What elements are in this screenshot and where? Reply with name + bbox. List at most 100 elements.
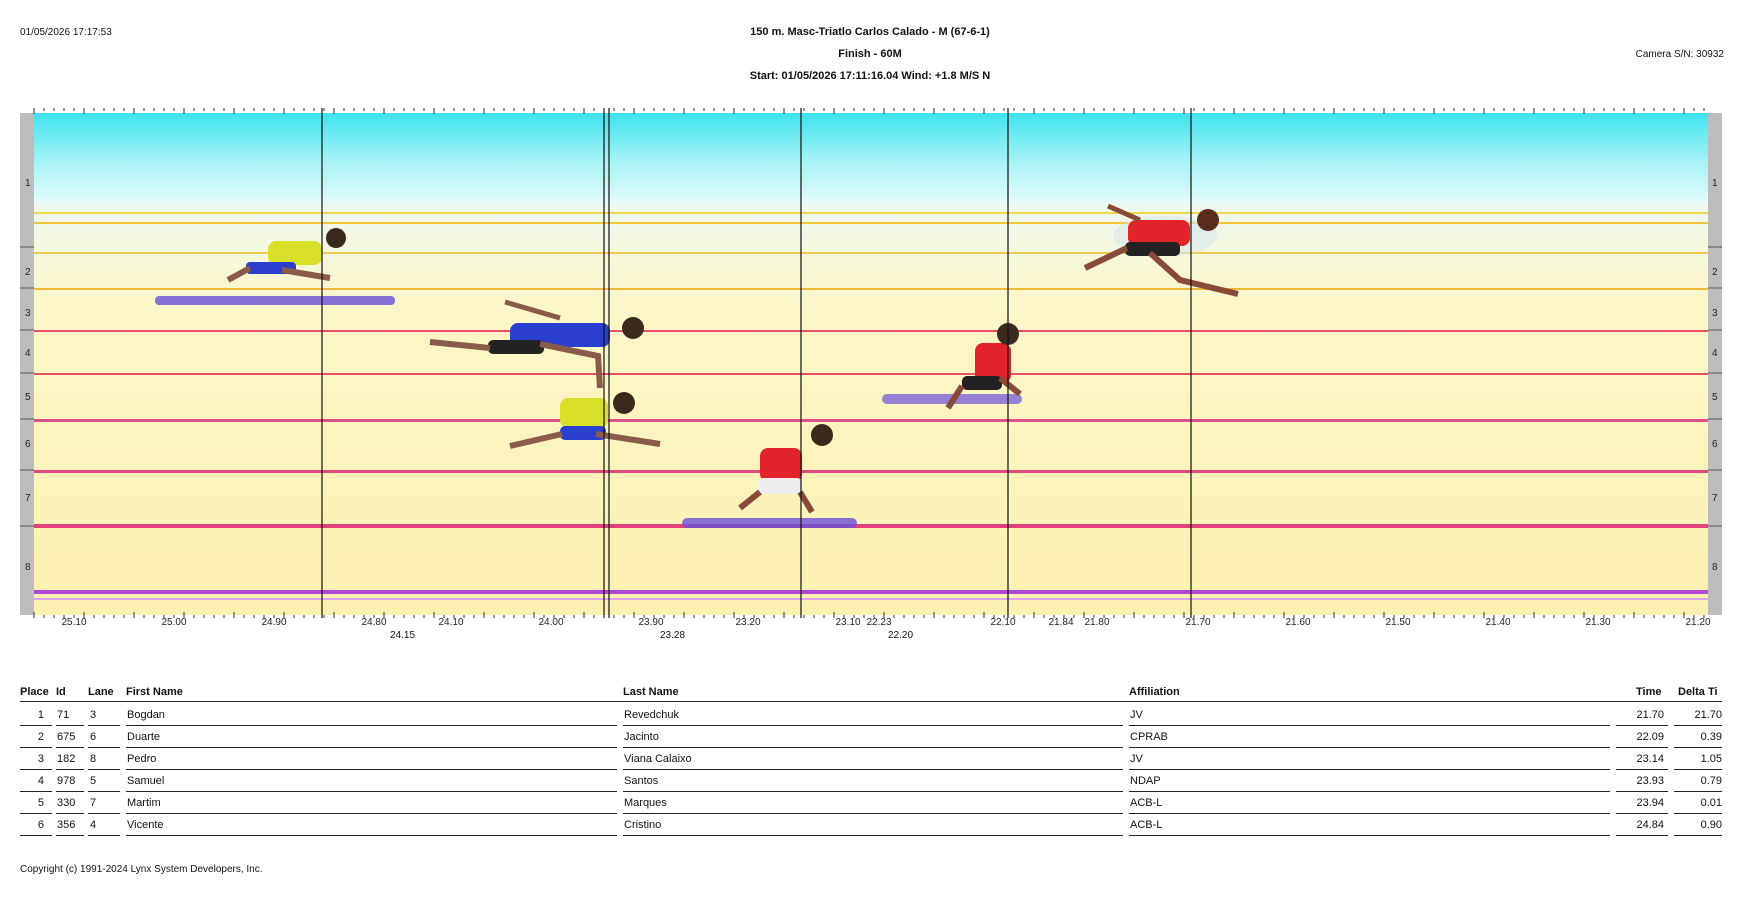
lane-number-left: 1 xyxy=(25,178,31,189)
lane-number-left: 3 xyxy=(25,308,31,319)
time-tick-label: 24.80 xyxy=(361,617,386,628)
runner-lane-4 xyxy=(429,299,644,389)
row-underline xyxy=(88,813,120,814)
row-underline xyxy=(623,725,1123,726)
table-row: 5 330 7 Martim Marques ACB-L 23.94 0.01 xyxy=(0,794,1740,816)
col-header-delta: Delta Ti xyxy=(1678,686,1718,698)
cell-affiliation: NDAP xyxy=(1130,775,1161,787)
lane-dividers xyxy=(20,246,1722,527)
row-underline xyxy=(1674,813,1722,814)
time-tick-label: 22.23 xyxy=(866,617,891,628)
row-underline xyxy=(1129,769,1610,770)
col-header-time: Time xyxy=(1636,686,1662,698)
row-underline xyxy=(623,791,1123,792)
time-tick-label: 25.10 xyxy=(61,617,86,628)
lane-number-right: 8 xyxy=(1712,562,1718,573)
row-underline xyxy=(126,769,617,770)
finish-time-label: 23.28 xyxy=(660,630,686,641)
row-underline xyxy=(623,747,1123,748)
lane-number-left: 2 xyxy=(25,267,31,278)
col-header-id: Id xyxy=(56,686,66,698)
row-underline xyxy=(126,747,617,748)
row-underline xyxy=(623,835,1123,836)
lane-number-right: 1 xyxy=(1712,178,1718,189)
lane-line xyxy=(34,222,1708,224)
lane-number-right: 2 xyxy=(1712,267,1718,278)
cell-last: Marques xyxy=(624,797,667,809)
lane-number-left: 8 xyxy=(25,562,31,573)
cell-delta: 1.05 xyxy=(1700,753,1722,765)
table-row: 3 182 8 Pedro Viana Calaixo JV 23.14 1.05 xyxy=(0,750,1740,772)
lane-number-left: 5 xyxy=(25,392,31,403)
row-underline xyxy=(1674,747,1722,748)
lane-line xyxy=(34,419,1708,422)
cell-place: 3 xyxy=(37,753,44,765)
row-underline xyxy=(56,747,84,748)
col-header-affiliation: Affiliation xyxy=(1129,686,1180,698)
print-timestamp: 01/05/2026 17:17:53 xyxy=(20,27,112,38)
row-underline xyxy=(88,725,120,726)
lane-number-left: 6 xyxy=(25,439,31,450)
time-tick-label: 22.10 xyxy=(990,617,1015,628)
sky-band xyxy=(34,113,1708,203)
time-tick-label: 23.10 xyxy=(835,617,860,628)
time-tick-label: 23.90 xyxy=(638,617,663,628)
row-underline xyxy=(1674,791,1722,792)
cell-last: Revedchuk xyxy=(624,709,680,721)
time-tick-label: 24.00 xyxy=(538,617,563,628)
cell-id: 356 xyxy=(57,819,76,831)
runner-lane-5 xyxy=(882,323,1022,410)
cell-delta: 0.01 xyxy=(1700,797,1722,809)
row-underline xyxy=(126,835,617,836)
cell-delta: 0.79 xyxy=(1700,775,1722,787)
finish-photo[interactable]: 1 2 3 4 5 6 7 8 1 2 3 4 5 6 7 8 xyxy=(0,108,1740,628)
row-underline xyxy=(1616,725,1668,726)
lane-gutter-right xyxy=(1708,113,1722,615)
row-underline xyxy=(56,791,84,792)
cell-delta: 21.70 xyxy=(1694,709,1722,721)
cell-last: Jacinto xyxy=(624,731,659,743)
cell-place: 5 xyxy=(37,797,44,809)
race-subtitle: Finish - 60M xyxy=(838,48,902,60)
race-start-info: Start: 01/05/2026 17:11:16.04 Wind: +1.8… xyxy=(749,70,991,82)
copyright: Copyright (c) 1991-2024 Lynx System Deve… xyxy=(20,864,263,875)
row-underline xyxy=(20,835,52,836)
header-underline xyxy=(20,701,1722,702)
cell-place: 2 xyxy=(37,731,44,743)
time-tick-label: 21.30 xyxy=(1585,617,1610,628)
cell-first: Duarte xyxy=(127,731,161,743)
cell-lane: 3 xyxy=(90,709,97,721)
race-header: 150 m. Masc-Triatlo Carlos Calado - M (6… xyxy=(0,24,1740,90)
row-underline xyxy=(623,813,1123,814)
lane-line xyxy=(34,524,1708,528)
row-underline xyxy=(1616,791,1668,792)
time-ruler xyxy=(33,108,1705,618)
row-underline xyxy=(623,769,1123,770)
lane-lines xyxy=(34,212,1708,600)
row-underline xyxy=(1616,747,1668,748)
row-underline xyxy=(1674,835,1722,836)
cell-time: 23.93 xyxy=(1636,775,1664,787)
row-underline xyxy=(56,725,84,726)
lane-number-left: 4 xyxy=(25,348,31,359)
cell-first: Bogdan xyxy=(127,709,165,721)
time-tick-label: 24.10 xyxy=(438,617,463,628)
table-row: 6 356 4 Vicente Cristino ACB-L 24.84 0.90 xyxy=(0,816,1740,838)
row-underline xyxy=(1674,769,1722,770)
cell-lane: 4 xyxy=(90,819,97,831)
cell-time: 24.84 xyxy=(1636,819,1664,831)
table-row: 4 978 5 Samuel Santos NDAP 23.93 0.79 xyxy=(0,772,1740,794)
cell-last: Viana Calaixo xyxy=(624,753,692,765)
row-underline xyxy=(1129,813,1610,814)
lane-line xyxy=(34,330,1708,332)
row-underline xyxy=(1129,791,1610,792)
table-row: 1 71 3 Bogdan Revedchuk JV 21.70 21.70 xyxy=(0,706,1740,728)
time-tick-label: 21.70 xyxy=(1185,617,1210,628)
col-header-place: Place xyxy=(20,686,49,698)
lane-number-right: 7 xyxy=(1712,493,1718,504)
cell-delta: 0.39 xyxy=(1700,731,1722,743)
cell-id: 71 xyxy=(57,709,70,721)
cell-time: 23.94 xyxy=(1636,797,1664,809)
lane-line xyxy=(34,598,1708,600)
time-tick-label: 24.90 xyxy=(261,617,286,628)
